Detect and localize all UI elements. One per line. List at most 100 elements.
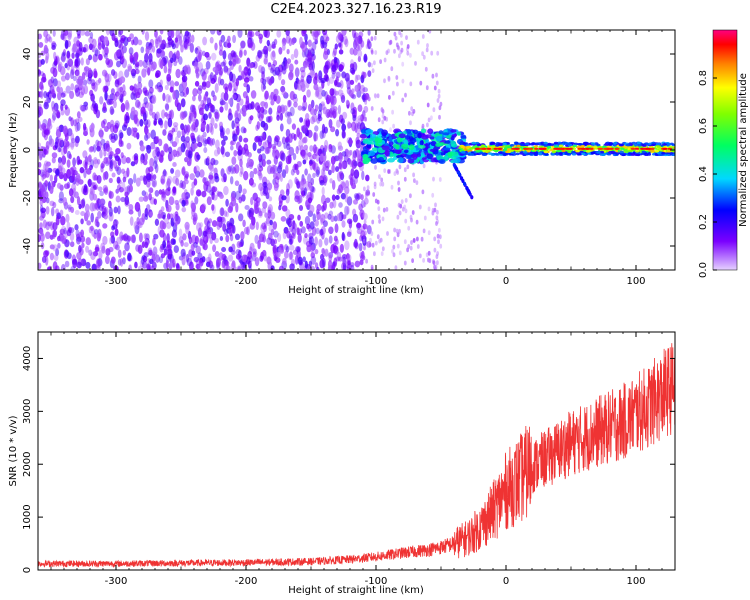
spectrogram-cell [179,40,185,48]
spectrogram-cell [571,150,576,154]
spectrogram-cell [70,65,75,75]
spectrogram-cell [43,90,48,99]
spectrogram-cell [216,216,223,223]
spectrogram-cell [152,237,156,246]
spectrogram-cell [160,43,166,50]
spectrogram-cell [74,58,79,66]
spectrogram-cell [122,84,126,93]
spectrogram-cell [523,151,528,154]
spectrogram-cell [212,194,218,201]
spectrogram-cell [336,119,341,128]
spectrogram-cell [436,98,440,103]
spectrogram-cell [362,213,366,219]
spectrogram-cell [345,99,350,105]
spectrogram-cell [248,177,254,186]
spectrogram-cell [247,40,254,48]
spectrogram-cell [210,117,215,127]
spectrogram-cell [230,164,235,175]
spectrogram-cell [219,207,225,217]
spectrogram-cell [427,206,431,212]
spectrogram-cell [208,174,214,180]
spectrogram-cell [181,192,187,200]
spectrogram-cell [281,195,287,201]
spectrogram-cell [65,213,70,223]
spectrogram-cell [383,115,387,121]
spectrogram-cell [390,66,394,72]
spectrogram-cell [337,152,343,162]
spectrogram-cell [275,95,281,104]
spectrogram-cell [118,129,123,140]
spectrogram-cell [299,66,306,73]
spectrogram-cell [154,146,159,152]
spectrogram-cell [92,250,99,257]
spectrogram-cell [398,164,402,170]
spectrogram-cell [288,99,292,107]
spectrogram-cell [302,256,306,263]
spectrogram-cell [174,136,179,145]
spectrogram-cell [434,202,437,208]
spectrogram-cell [152,180,156,187]
spectrogram-cell [191,250,196,256]
spectrogram-cell [315,169,320,177]
spectrogram-cell [268,115,273,122]
spectrogram-cell [288,37,293,47]
spectrogram-cell [127,252,132,262]
spectrogram-cell [240,40,246,49]
spectrogram-cell [466,145,471,149]
spectrogram-cell [167,151,173,162]
spectrogram-cell [575,149,580,153]
spectrogram-cell [656,145,661,148]
spectrogram-cell [220,207,225,216]
spectrogram-cell [50,66,56,74]
spectrogram-cell [288,63,294,73]
spectrogram-cell [72,157,76,167]
colorbar-gradient [713,30,737,270]
spectrogram-cell [267,209,272,219]
spectrogram-cell [144,52,149,63]
spectrogram-cell [211,231,217,241]
spectrogram-cell [400,40,403,46]
spectrogram-cell [422,258,425,263]
spectrogram-cell [66,140,70,149]
spectrogram-cell [74,224,79,231]
spectrogram-cell [61,155,67,165]
spectrogram-cell [108,200,112,209]
spectrogram-cell [284,136,290,143]
spectrogram-cell [280,79,286,86]
spectrogram-cell [115,188,120,194]
spectrogram-cell [170,30,175,39]
spectrogram-cell [365,189,371,196]
spectrogram-cell [56,91,62,101]
spectrogram-cell [93,232,97,239]
spectrogram-cell [309,159,314,165]
spectrogram-cell [134,201,141,212]
spectrogram-cell [181,111,187,119]
spectrogram-cell [361,170,365,181]
spectrogram-cell [94,47,99,57]
spectrogram-cell [121,124,128,131]
spectrogram-cell [140,46,145,54]
spectrogram-cell [238,64,242,73]
spectrogram-cell [221,260,226,269]
spectrogram-cell [435,254,439,259]
spectrogram-cell [134,68,140,75]
spectrogram-cell [279,112,284,121]
spectrogram-cell [41,256,47,263]
spectrogram-cell [415,180,419,186]
spectrogram-cell [286,230,291,239]
spectrogram-cell [312,153,317,160]
spectrogram-cell [120,102,126,113]
spectrogram-cell [319,228,324,236]
spectrogram-cell [219,44,224,52]
spectrogram-cell [310,256,317,265]
spectrogram-cell [398,53,401,59]
spectrogram-cell [228,60,233,66]
spectrogram-cell [273,38,278,46]
spectrogram-cell [418,204,422,210]
spectrogram-cell [431,192,435,198]
spectrogram-cell [97,210,102,219]
spectrogram-cell [48,36,53,43]
spectrogram-cell [96,140,102,151]
spectrogram-cell [182,87,188,98]
spectrogram-cell [105,79,111,87]
